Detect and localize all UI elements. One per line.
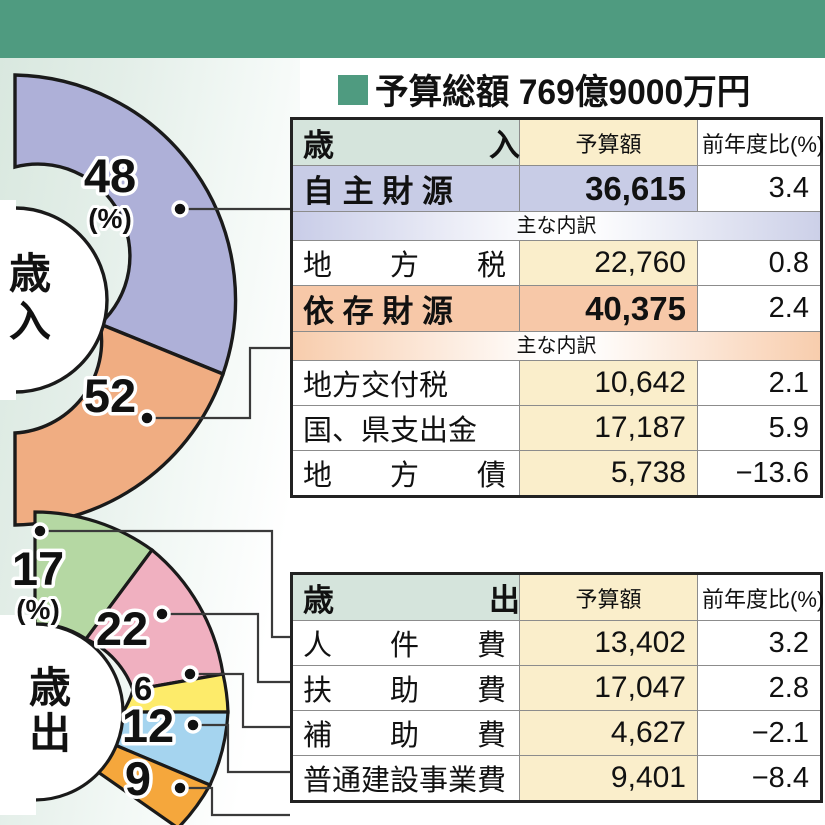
row-pct-cell: −13.6 [697, 450, 822, 497]
table-row: 依 存 財 源 40,375 2.4 [291, 285, 822, 332]
row-pct-cell: −2.1 [697, 710, 822, 756]
row-name-text: 国、県支出金 [303, 415, 478, 447]
row-amount-text: 36,615 [585, 169, 686, 207]
row-pct-text: −13.6 [735, 456, 809, 489]
table-row: 地 方 税 22,760 0.8 [291, 240, 822, 286]
table-subcaption-row: 主な内訳 [291, 331, 822, 361]
expense-header-pct-text: 前年度比(%) [702, 586, 825, 612]
row-name-text: 人 件 費 [303, 630, 507, 662]
row-amount-text: 13,402 [594, 626, 686, 659]
income-header-name-text: 歳 入 [303, 128, 520, 163]
row-amount-text: 10,642 [594, 366, 686, 399]
expense-header-amount-text: 予算額 [575, 586, 642, 612]
row-name-text: 地方交付税 [303, 370, 449, 402]
row-amount-text: 22,760 [594, 246, 686, 279]
row-amount-cell: 17,187 [519, 405, 698, 451]
row-amount-cell: 10,642 [519, 360, 698, 406]
income-header-pct-text: 前年度比(%) [702, 131, 825, 157]
row-amount-text: 9,401 [610, 761, 686, 794]
row-amount-cell: 9,401 [519, 755, 698, 802]
expense-header-pct: 前年度比(%) [697, 573, 825, 621]
row-amount-cell: 36,615 [519, 165, 698, 212]
row-pct-text: 3.2 [768, 626, 809, 659]
income-header-amount-text: 予算額 [575, 131, 642, 157]
subcaption-text: 主な内訳 [516, 215, 597, 237]
row-amount-text: 5,738 [610, 456, 686, 489]
row-pct-text: −2.1 [751, 716, 809, 749]
income-header-amount: 予算額 [519, 118, 698, 166]
header-band [0, 0, 825, 58]
table-row: 普通建設事業費 9,401 −8.4 [291, 755, 822, 802]
row-pct-cell: −8.4 [697, 755, 822, 802]
row-name-cell: 補 助 費 [291, 710, 520, 756]
row-amount-text: 17,047 [594, 671, 686, 704]
table-row: 地方交付税 10,642 2.1 [291, 360, 822, 406]
expense-table: 歳 出 予算額 前年度比(%) 人 件 費 13,402 3.2 [290, 572, 825, 803]
row-name-cell: 人 件 費 [291, 620, 520, 666]
expense-table-header-row: 歳 出 予算額 前年度比(%) [291, 573, 825, 621]
budget-total-text: 予算総額 769億9000万円 [375, 73, 751, 112]
subcaption-cell: 主な内訳 [291, 331, 822, 361]
table-row: 地 方 債 5,738 −13.6 [291, 450, 822, 497]
row-pct-text: 5.9 [768, 411, 809, 444]
row-amount-cell: 5,738 [519, 450, 698, 497]
row-pct-cell: 5.9 [697, 405, 822, 451]
row-name-text: 補 助 費 [303, 720, 507, 752]
row-amount-text: 40,375 [585, 289, 686, 327]
income-table: 歳 入 予算額 前年度比(%) 自 主 財 源 36,615 3.4 [290, 117, 825, 498]
table-row: 自 主 財 源 36,615 3.4 [291, 165, 822, 212]
row-name-cell: 依 存 財 源 [291, 285, 520, 332]
table-row: 補 助 費 4,627 −2.1 [291, 710, 822, 756]
row-name-cell: 自 主 財 源 [291, 165, 520, 212]
row-amount-cell: 40,375 [519, 285, 698, 332]
row-pct-text: 3.4 [768, 172, 809, 204]
row-pct-text: 0.8 [768, 246, 809, 279]
income-header-pct: 前年度比(%) [697, 118, 825, 166]
row-pct-cell: 2.4 [697, 285, 822, 332]
row-pct-cell: 2.8 [697, 665, 822, 711]
row-name-cell: 国、県支出金 [291, 405, 520, 451]
row-name-cell: 地方交付税 [291, 360, 520, 406]
row-amount-cell: 4,627 [519, 710, 698, 756]
row-pct-cell: 0.8 [697, 240, 822, 286]
chart-background-wash [0, 58, 300, 825]
row-amount-text: 17,187 [594, 411, 686, 444]
row-amount-cell: 22,760 [519, 240, 698, 286]
row-pct-text: 2.4 [768, 292, 809, 324]
row-pct-text: −8.4 [751, 761, 809, 794]
row-name-cell: 地 方 税 [291, 240, 520, 286]
expense-header-amount: 予算額 [519, 573, 698, 621]
row-name-text: 地 方 債 [303, 460, 507, 492]
income-header-name: 歳 入 [291, 118, 520, 166]
row-pct-text: 2.8 [768, 671, 809, 704]
row-name-text: 自 主 財 源 [303, 174, 453, 209]
row-pct-cell: 3.2 [697, 620, 822, 666]
filled-square-icon [338, 74, 368, 105]
table-row: 扶 助 費 17,047 2.8 [291, 665, 822, 711]
row-name-text: 依 存 財 源 [303, 294, 453, 329]
income-table-header-row: 歳 入 予算額 前年度比(%) [291, 118, 825, 166]
row-pct-text: 2.1 [768, 366, 809, 399]
row-name-cell: 普通建設事業費 [291, 755, 520, 802]
subcaption-cell: 主な内訳 [291, 211, 822, 241]
expense-header-name: 歳 出 [291, 573, 520, 621]
table-subcaption-row: 主な内訳 [291, 211, 822, 241]
row-amount-cell: 13,402 [519, 620, 698, 666]
expense-header-name-text: 歳 出 [303, 583, 520, 618]
row-name-text: 扶 助 費 [303, 675, 507, 707]
subcaption-text: 主な内訳 [516, 335, 597, 357]
row-name-cell: 地 方 債 [291, 450, 520, 497]
row-pct-cell: 2.1 [697, 360, 822, 406]
row-name-cell: 扶 助 費 [291, 665, 520, 711]
row-name-text: 普通建設事業費 [303, 765, 507, 797]
row-amount-cell: 17,047 [519, 665, 698, 711]
table-row: 人 件 費 13,402 3.2 [291, 620, 822, 666]
row-name-text: 地 方 税 [303, 250, 507, 282]
row-pct-cell: 3.4 [697, 165, 822, 212]
table-row: 国、県支出金 17,187 5.9 [291, 405, 822, 451]
row-amount-text: 4,627 [610, 716, 686, 749]
budget-total-line: 予算総額 769億9000万円 [338, 64, 766, 115]
